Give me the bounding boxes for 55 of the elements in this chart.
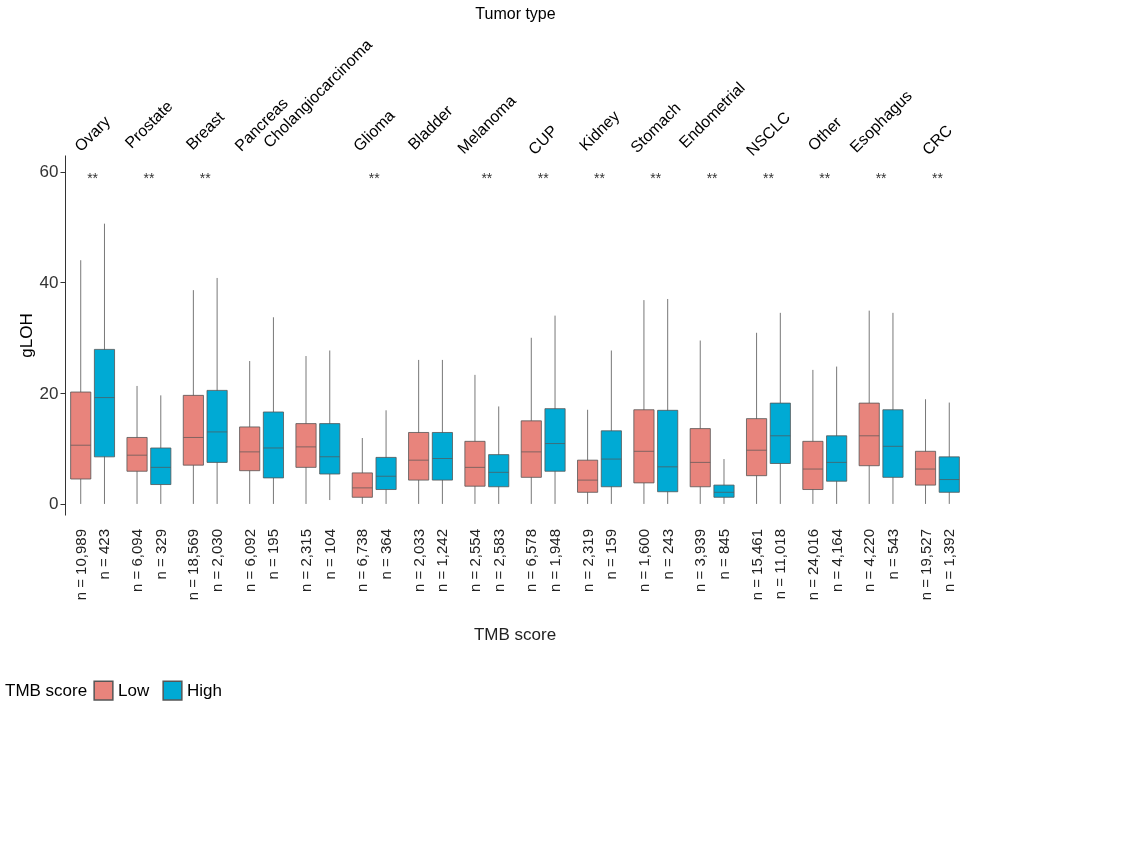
text: n = 6,578 xyxy=(522,529,540,592)
text: n = 243 xyxy=(658,529,676,580)
text: n = 1,392 xyxy=(940,529,958,592)
x2-axis-title: Tumor type xyxy=(475,5,556,23)
y-tick-label: 0 xyxy=(49,494,59,514)
text: n = 1,948 xyxy=(546,529,564,592)
text: n = 18,569 xyxy=(184,529,202,601)
y-tick-label: 20 xyxy=(39,383,59,403)
y-tick-label: 60 xyxy=(39,162,59,182)
annotation: ** xyxy=(537,170,550,186)
annotation: ** xyxy=(706,170,719,186)
y-axis-title: gLOH xyxy=(16,313,36,358)
text: n = 2,030 xyxy=(208,529,226,592)
text: n = 104 xyxy=(320,529,338,580)
text: n = 4,220 xyxy=(860,529,878,592)
text: n = 19,527 xyxy=(916,529,934,601)
text: n = 6,738 xyxy=(353,529,371,592)
text: n = 4,164 xyxy=(827,529,845,592)
text: n = 3,939 xyxy=(691,529,709,592)
text: n = 24,016 xyxy=(803,529,821,601)
y-tick-label: 40 xyxy=(39,272,59,292)
annotation: ** xyxy=(650,170,662,186)
text: n = 2,315 xyxy=(297,529,315,592)
text: n = 423 xyxy=(95,529,113,580)
text: n = 845 xyxy=(714,529,732,580)
annotation: ** xyxy=(875,170,888,186)
text: TMB score xyxy=(473,625,557,644)
annotation: ** xyxy=(594,170,606,186)
text: n = 159 xyxy=(602,529,620,580)
legend-title: TMB score xyxy=(5,681,88,700)
text: n = 195 xyxy=(264,529,282,580)
annotation: ** xyxy=(199,170,212,186)
annotation: ** xyxy=(368,170,381,186)
text: n = 10,989 xyxy=(71,529,89,601)
annotation: ** xyxy=(481,170,493,186)
legend-label: High xyxy=(187,680,222,700)
text: n = 364 xyxy=(377,529,395,580)
annotation: ** xyxy=(931,170,944,186)
annotation: ** xyxy=(87,170,99,186)
text: n = 6,092 xyxy=(240,529,258,592)
annotation: ** xyxy=(762,170,775,186)
text: n = 6,094 xyxy=(128,529,146,592)
annotation: ** xyxy=(143,170,155,186)
annotation: ** xyxy=(819,170,831,186)
text: n = 2,033 xyxy=(409,529,427,592)
text: n = 1,242 xyxy=(433,529,451,592)
text: n = 2,554 xyxy=(465,529,483,592)
text: n = 2,583 xyxy=(489,529,507,592)
text: n = 15,461 xyxy=(747,529,765,601)
text: n = 1,600 xyxy=(634,529,652,592)
text: n = 543 xyxy=(883,529,901,580)
text: n = 329 xyxy=(151,529,169,580)
text: n = 11,018 xyxy=(771,529,789,600)
legend-label: Low xyxy=(118,680,150,700)
text: n = 2,319 xyxy=(578,529,596,592)
